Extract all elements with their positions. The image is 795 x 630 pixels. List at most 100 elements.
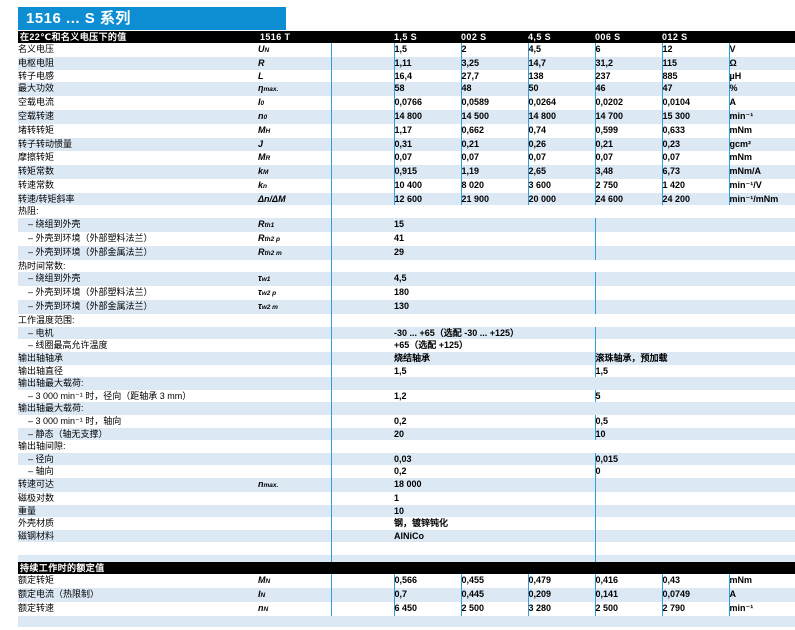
value-cell-3: 0,209 [527,588,595,602]
value-cell-1: +65（选配 +125） [394,339,595,352]
table-row: 空载转速 n0 14 800 14 500 14 800 14 700 15 300 min⁻… [18,110,795,125]
symbol-cell: L [258,69,331,83]
row-gap-cell [330,529,394,543]
unit-cell: gcm² [728,138,795,151]
symbol-glyph: M [258,151,266,162]
table-row: – 外壳到环境（外部金属法兰）Rth2 m29K/W [18,245,795,260]
value-cell-2: 2 [460,43,529,57]
header-unit-label [729,31,795,43]
value-cell-2 [594,339,795,352]
unit-cell: min⁻¹/V [728,178,795,193]
symbol-subscript: th2 m [264,249,282,257]
value-cell-3: 0,0264 [527,96,596,111]
table-row: 转矩常数 kM 0,915 1,19 2,65 3,48 6,73 mNm/A [18,164,795,179]
unit-cell: µH [728,69,795,83]
value-cell-3: 138 [527,69,596,83]
symbol-subscript: w1 [261,276,271,284]
value-cell-1: 130 [394,300,595,315]
row-label: 额定转速 [18,602,258,616]
symbol-glyph: R [258,58,265,68]
value-cell-5: 24 200 [661,192,730,206]
row-gap-cell [330,602,394,616]
value-cell-2 [595,402,795,415]
symbol-glyph: I [258,589,261,599]
header-model-label: 1516 T [258,31,395,43]
page-title-bar: 1516 ... S 系列 [18,7,286,30]
row-gap-cell [330,477,394,492]
table-row: – 绕组到外壳Rth115K/W [18,217,795,232]
row-gap-cell [330,440,394,453]
row-gap-cell [330,96,395,111]
table-row: – 径向0,030,015mm [18,452,795,466]
symbol-subscript: w2 p [261,290,277,298]
value-cell-2 [594,326,795,340]
symbol-cell: τw2 m [258,300,331,315]
value-cell-4: 0,141 [594,588,662,602]
row-label: – 电机 [18,326,258,340]
row-gap-cell [330,389,394,403]
row-label: – 3 000 min⁻¹ 时，径向（距轴承 3 mm） [18,389,258,403]
blank-cell [461,616,528,627]
table-row: 摩擦转矩 MR 0,07 0,07 0,07 0,07 0,07 mNm [18,150,795,165]
unit-cell: Ω [728,57,795,70]
blank-cell [595,616,662,627]
value-cell-2 [594,286,795,301]
table-row: 额定转速 nN 6 450 2 500 3 280 2 500 2 790 min⁻¹ [18,602,795,616]
table-row: – 外壳到环境（外部塑料法兰）Rth2 p41K/W [18,231,795,246]
value-cell-4: 0,07 [594,150,663,165]
symbol-cell: UN [258,43,331,57]
row-label: – 外壳到环境（外部塑料法兰） [18,231,258,246]
symbol-glyph: U [258,44,265,54]
row-gap-cell [330,427,394,441]
row-gap-cell [330,465,394,478]
value-cell-3: 0,26 [527,138,596,151]
page-title: 1516 ... S 系列 [26,10,131,27]
row-gap-cell [330,192,395,206]
value-cell-2: 1,5 [594,364,795,378]
row-gap-cell [330,504,394,518]
symbol-cell [258,504,331,518]
value-cell-2 [594,517,795,530]
value-cell-1: 15 [394,217,595,232]
symbol-cell [258,326,331,340]
row-gap-cell [330,339,394,352]
row-label: – 3 000 min⁻¹ 时，轴向 [18,414,258,428]
unit-cell: mNm/A [728,164,795,179]
symbol-cell [258,465,331,478]
value-cell-5: 15 300 [661,110,730,125]
unit-cell: min⁻¹ [728,110,795,125]
row-label: 额定转矩 [18,574,258,588]
symbol-glyph: Δn/ΔM [258,193,286,204]
row-label: – 径向 [18,452,258,466]
value-cell-3: 4,5 [527,43,596,57]
value-cell-2 [594,231,795,246]
row-gap-cell [330,491,394,505]
value-cell-3: 2,65 [527,164,596,179]
table-row: – 线圈最高允许温度 +65（选配 +125）° C [18,339,795,352]
row-gap-cell [330,164,395,179]
symbol-glyph: R [258,232,265,243]
value-cell-4: 6 [594,43,663,57]
symbol-cell: Rth1 [258,217,331,232]
symbol-subscript: N [264,47,270,54]
value-cell-2 [595,259,795,273]
symbol-glyph: η [258,83,264,94]
row-label: 空载电流 [18,96,258,111]
value-cell-1 [394,377,595,390]
table-row-blank [18,542,795,555]
value-cell-4: 31,2 [594,57,663,70]
value-cell-1: 18 000 [394,477,595,492]
blank-cell [662,616,729,627]
value-cell-2 [594,477,795,492]
row-label: 最大功效 [18,82,258,97]
blank-cell [394,542,595,555]
value-cell-5: 12 [661,43,730,57]
row-label: 转子电感 [18,69,258,83]
value-cell-2: 0,07 [460,150,529,165]
blank-cell [330,542,394,555]
value-cell-2: 0,015 [594,452,795,466]
row-label: 热阻: [18,205,258,218]
value-cell-1 [394,440,595,453]
row-label: 输出轴最大载荷: [18,377,258,390]
